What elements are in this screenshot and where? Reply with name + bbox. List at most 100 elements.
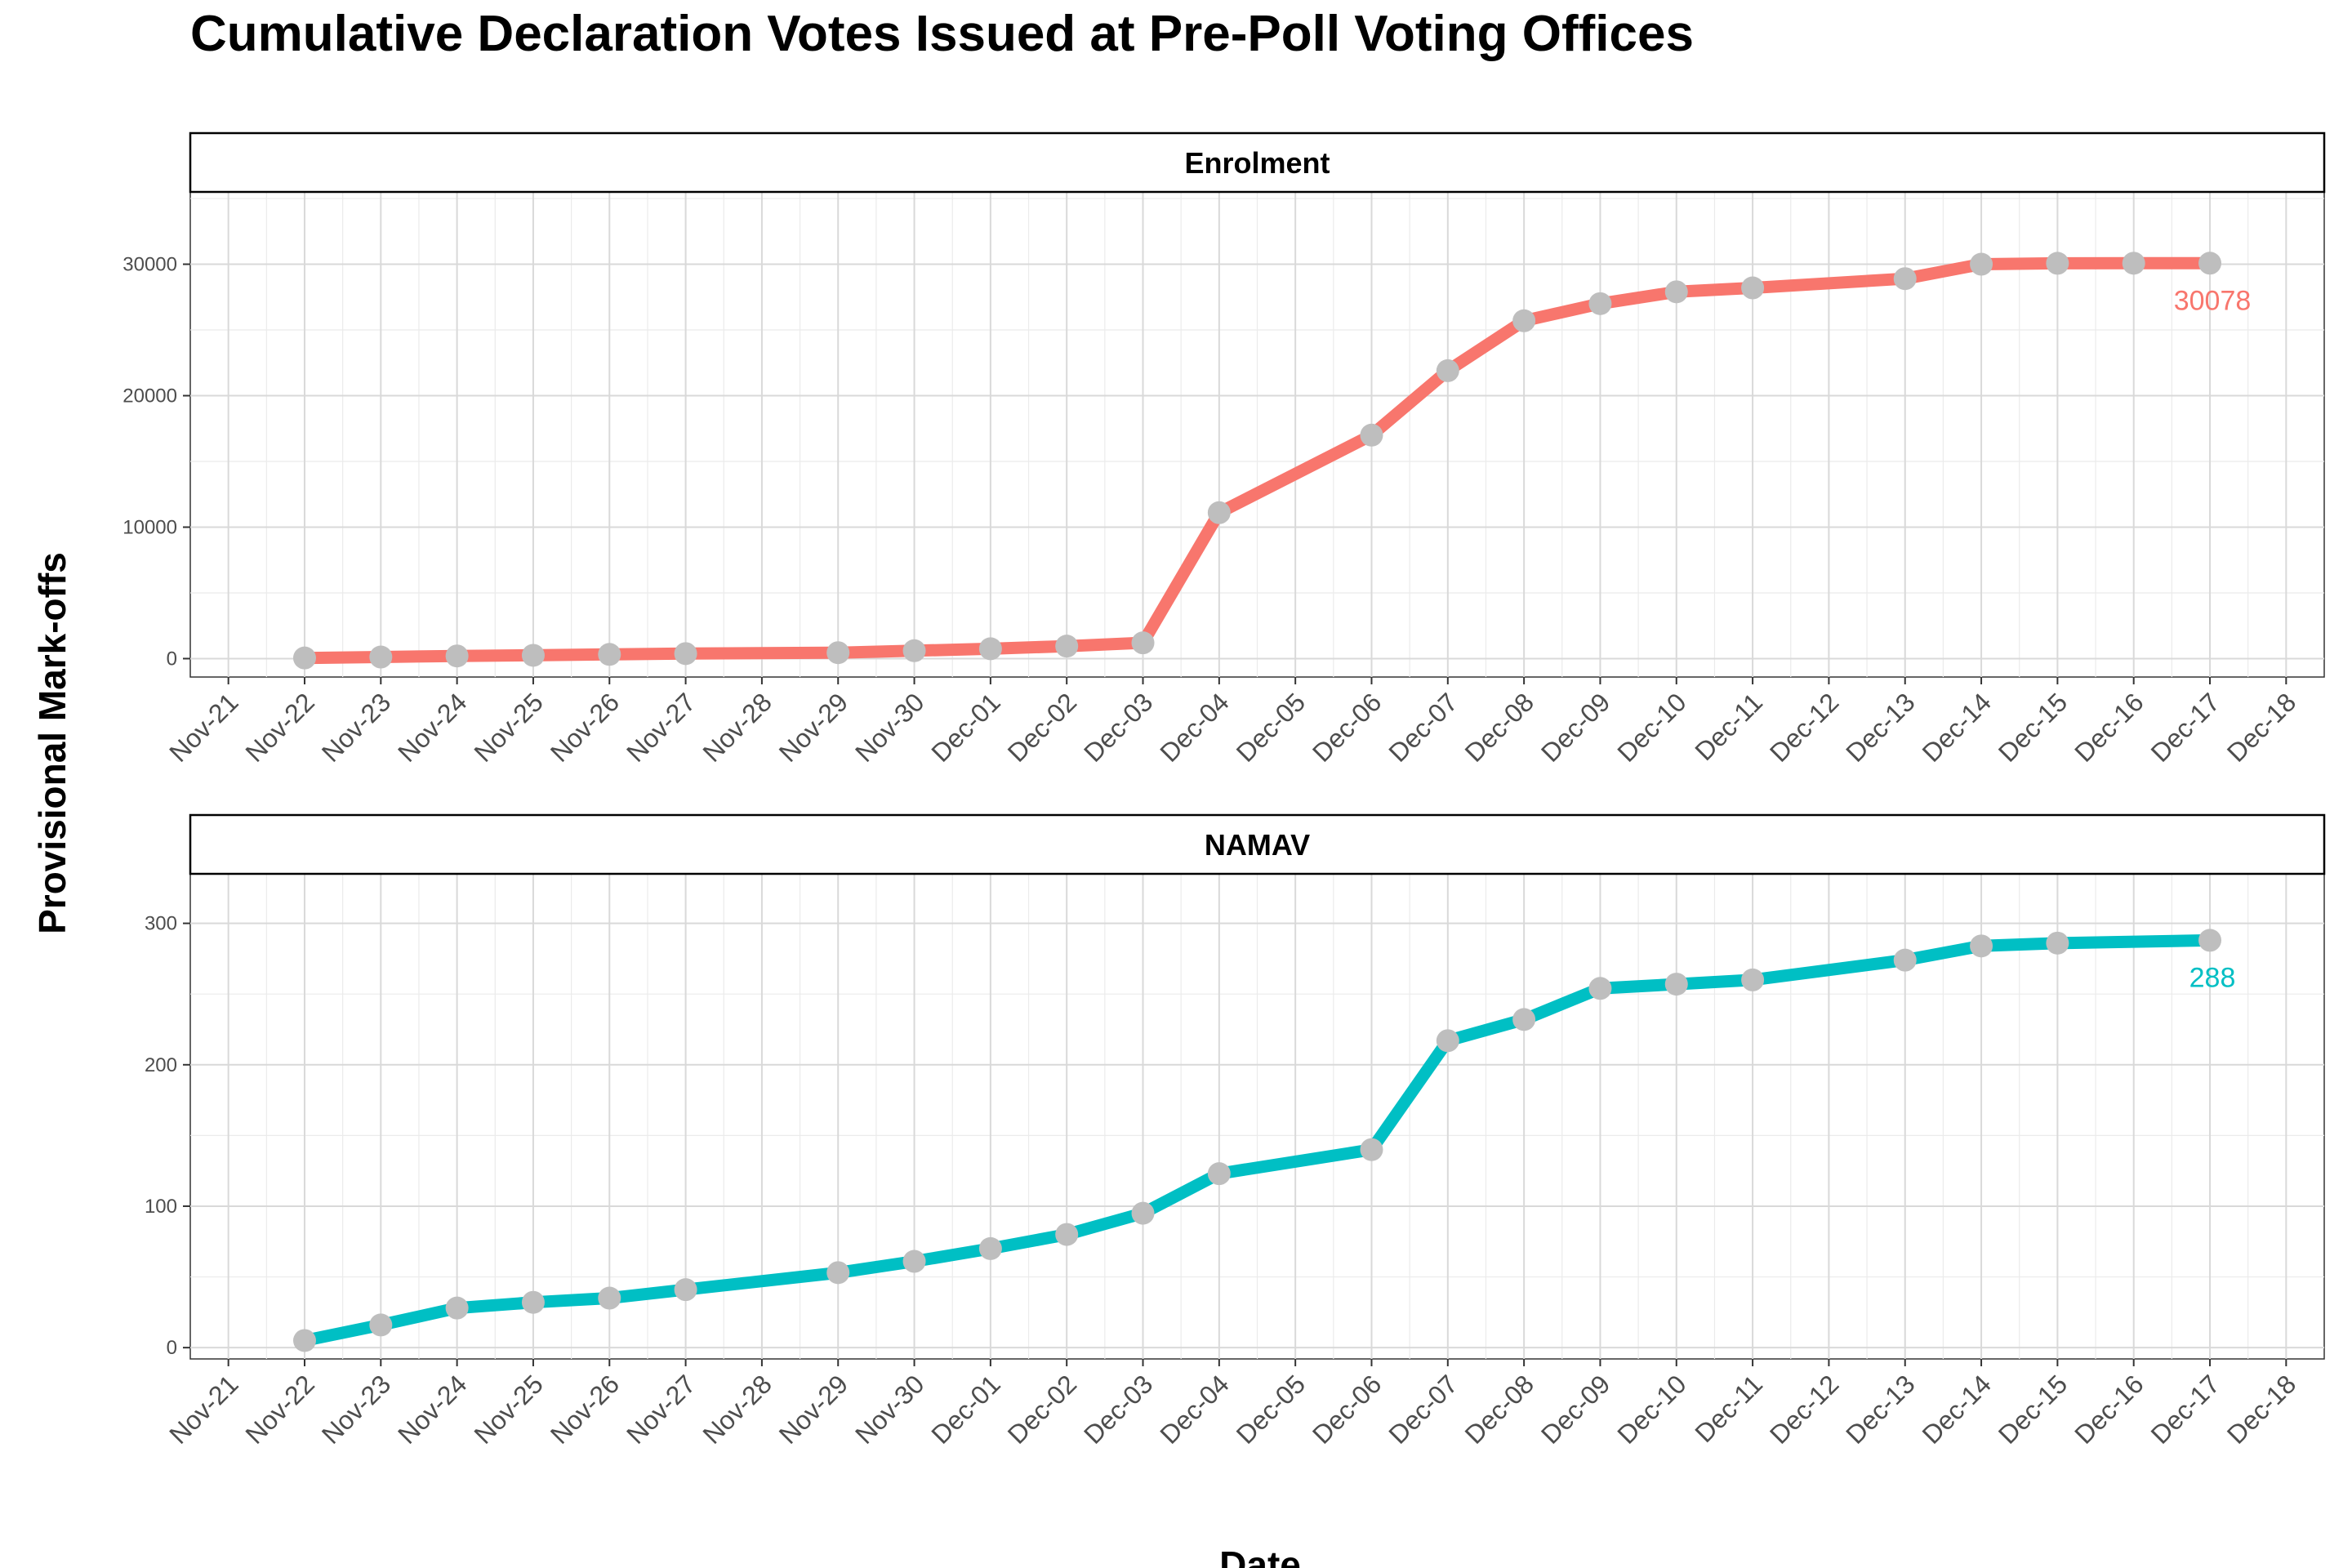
x-axis-title: Date <box>1219 1544 1301 1568</box>
x-tick-label: Nov-29 <box>773 687 853 767</box>
x-tick-label: Dec-14 <box>1917 1369 1997 1449</box>
facet-strip <box>189 813 2326 875</box>
x-tick-label: Nov-21 <box>163 1369 243 1449</box>
data-point <box>1055 1223 1079 1246</box>
x-tick-label: Nov-27 <box>621 1369 701 1449</box>
data-point <box>521 1290 545 1314</box>
y-tick-label: 20000 <box>122 385 177 408</box>
data-point <box>1512 1008 1536 1031</box>
data-point <box>1664 280 1688 304</box>
x-tick-label: Nov-30 <box>849 687 929 767</box>
x-tick-label: Dec-14 <box>1917 687 1997 767</box>
data-point <box>1360 423 1383 447</box>
data-point <box>2046 931 2069 955</box>
data-point <box>1512 309 1536 332</box>
x-tick-label: Dec-18 <box>2221 687 2301 767</box>
x-tick-label: Dec-02 <box>1002 1369 1082 1449</box>
y-tick-label: 0 <box>167 1337 177 1359</box>
x-tick-label: Dec-11 <box>1689 687 1768 766</box>
data-point <box>1360 1138 1383 1161</box>
data-point <box>445 1296 469 1320</box>
data-point <box>2198 252 2222 275</box>
data-point <box>369 1313 393 1337</box>
data-point <box>2122 252 2145 275</box>
data-point <box>1055 635 1079 658</box>
y-tick-label: 10000 <box>122 516 177 538</box>
y-tick-label: 30000 <box>122 254 177 276</box>
data-point <box>1436 1029 1459 1053</box>
x-tick-label: Dec-18 <box>2221 1369 2301 1449</box>
data-point <box>292 646 316 670</box>
data-point <box>1970 934 1993 958</box>
data-point <box>1664 973 1688 996</box>
x-tick-label: Dec-12 <box>1764 1369 1844 1449</box>
data-point <box>902 1250 926 1273</box>
x-tick-label: Dec-10 <box>1611 1369 1691 1449</box>
x-tick-label: Dec-15 <box>1993 687 2073 767</box>
data-point <box>902 639 926 662</box>
x-tick-label: Dec-05 <box>1231 687 1311 767</box>
facet-strip-label: Enrolment <box>1184 146 1330 180</box>
y-axis-title: Provisional Mark-offs <box>31 552 74 934</box>
x-tick-label: Dec-11 <box>1689 1369 1768 1448</box>
x-tick-label: Dec-13 <box>1840 687 1920 767</box>
x-tick-label: Dec-01 <box>925 687 1005 767</box>
data-point <box>674 1278 697 1302</box>
end-value-label: 30078 <box>2174 285 2252 316</box>
x-tick-label: Dec-13 <box>1840 1369 1920 1449</box>
data-point <box>1741 968 1765 991</box>
data-point <box>978 1236 1002 1260</box>
x-tick-label: Dec-03 <box>1078 1369 1158 1449</box>
y-tick-label: 100 <box>145 1196 177 1218</box>
x-tick-label: Dec-17 <box>2145 687 2225 767</box>
data-point <box>1588 977 1612 1000</box>
series-line-namav <box>298 933 2216 1347</box>
data-point <box>1893 948 1917 972</box>
facet-strip <box>189 131 2326 194</box>
x-tick-label: Dec-15 <box>1993 1369 2073 1449</box>
data-point <box>1131 631 1155 655</box>
x-tick-label: Nov-25 <box>468 687 548 767</box>
x-tick-label: Nov-23 <box>316 687 396 767</box>
panel-enrolment: Enrolment0100002000030000Nov-21Nov-22Nov… <box>122 131 2326 768</box>
x-tick-label: Nov-26 <box>545 687 625 767</box>
data-point <box>521 644 545 667</box>
x-tick-label: Dec-09 <box>1535 1369 1615 1449</box>
y-tick-label: 0 <box>167 648 177 670</box>
x-tick-label: Nov-24 <box>392 1369 472 1449</box>
data-point <box>1436 359 1459 382</box>
x-tick-label: Nov-29 <box>773 1369 853 1449</box>
data-point <box>674 642 697 666</box>
x-tick-label: Dec-07 <box>1383 1369 1463 1449</box>
x-tick-label: Dec-07 <box>1383 687 1463 767</box>
x-tick-label: Nov-25 <box>468 1369 548 1449</box>
x-tick-label: Nov-23 <box>316 1369 396 1449</box>
x-tick-label: Dec-09 <box>1535 687 1615 767</box>
data-point <box>2046 252 2069 275</box>
x-tick-label: Dec-17 <box>2145 1369 2225 1449</box>
data-point <box>598 643 621 666</box>
end-value-label: 288 <box>2189 962 2236 993</box>
x-tick-label: Nov-30 <box>849 1369 929 1449</box>
facet-strip-label: NAMAV <box>1205 828 1310 862</box>
x-tick-label: Nov-21 <box>163 687 243 767</box>
x-tick-label: Dec-04 <box>1154 1369 1234 1449</box>
x-tick-label: Dec-04 <box>1154 687 1234 767</box>
y-tick-label: 300 <box>145 913 177 935</box>
data-point <box>826 641 850 665</box>
x-tick-label: Nov-28 <box>697 687 777 767</box>
x-tick-label: Dec-10 <box>1611 687 1691 767</box>
data-point <box>1970 252 1993 276</box>
data-point <box>292 1329 316 1352</box>
chart-title: Cumulative Declaration Votes Issued at P… <box>190 6 1694 62</box>
x-tick-label: Dec-08 <box>1459 687 1539 767</box>
x-tick-label: Dec-08 <box>1459 1369 1539 1449</box>
x-tick-label: Dec-16 <box>2069 1369 2149 1449</box>
data-point <box>1741 276 1765 300</box>
x-tick-label: Dec-12 <box>1764 687 1844 767</box>
data-point <box>445 644 469 668</box>
data-point <box>826 1261 850 1285</box>
x-tick-label: Nov-22 <box>240 1369 320 1449</box>
panels: Enrolment0100002000030000Nov-21Nov-22Nov… <box>122 131 2326 1450</box>
